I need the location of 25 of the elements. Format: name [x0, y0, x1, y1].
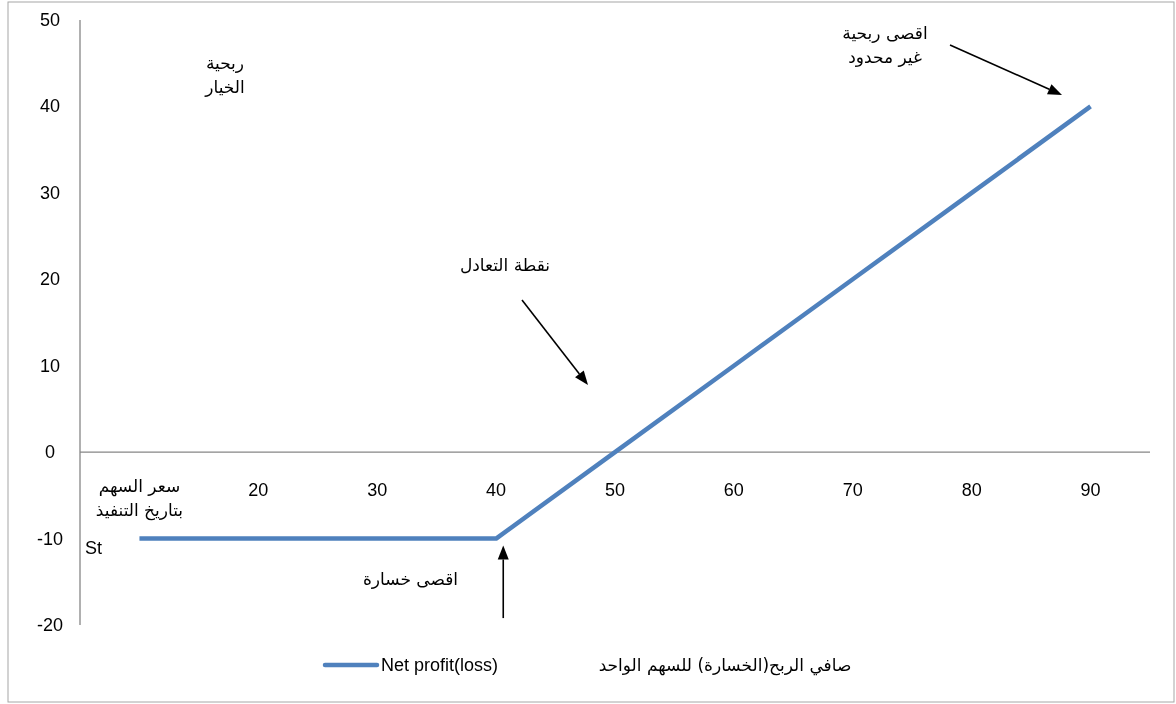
x-tick-label: 70 [842, 480, 863, 501]
x-tick-label: 30 [367, 480, 388, 501]
y-tick-label: 0 [44, 442, 56, 463]
annotation: نقطة التعادل [458, 254, 552, 277]
y-tick-label: 30 [39, 182, 61, 203]
legend-label: Net profit(loss) [381, 655, 499, 675]
y-tick-label: -10 [36, 528, 64, 549]
annotation: اقصى ربحية غير محدود [841, 22, 929, 69]
y-tick-label: 20 [39, 269, 61, 290]
x-tick-label: 60 [723, 480, 744, 501]
text: صافي الربح(الخسارة) للسهم الواحد [597, 654, 853, 677]
x-tick-label: 80 [961, 480, 982, 501]
annotation: St [85, 537, 103, 559]
annotation: اقصى خسارة [361, 568, 460, 592]
legend: Net profit(loss) [322, 655, 499, 675]
x-tick-label: 90 [1080, 480, 1101, 501]
y-tick-label: 40 [39, 96, 61, 117]
y-tick-label: -20 [36, 615, 64, 635]
annotation: ربحية الخيار [203, 52, 246, 99]
x-tick-label: 40 [486, 480, 507, 501]
x-axis-title: سعر السهم بتاريخ التنفيذ [94, 475, 185, 523]
x-tick-label: 20 [248, 480, 269, 501]
x-tick-label: 50 [604, 480, 626, 501]
y-tick-label: 50 [39, 10, 61, 30]
y-tick-label: 10 [39, 355, 61, 376]
